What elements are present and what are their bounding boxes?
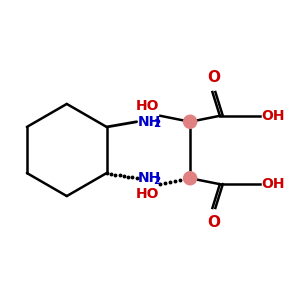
Text: 2: 2	[154, 176, 161, 186]
Text: NH: NH	[138, 115, 161, 129]
Text: NH: NH	[138, 171, 161, 185]
Circle shape	[184, 115, 197, 128]
Text: O: O	[207, 70, 220, 85]
Text: OH: OH	[262, 109, 285, 123]
Text: OH: OH	[262, 177, 285, 191]
Text: 2: 2	[154, 119, 161, 129]
Text: O: O	[207, 215, 220, 230]
Circle shape	[184, 172, 197, 185]
Text: HO: HO	[135, 187, 159, 201]
Text: HO: HO	[135, 99, 159, 113]
